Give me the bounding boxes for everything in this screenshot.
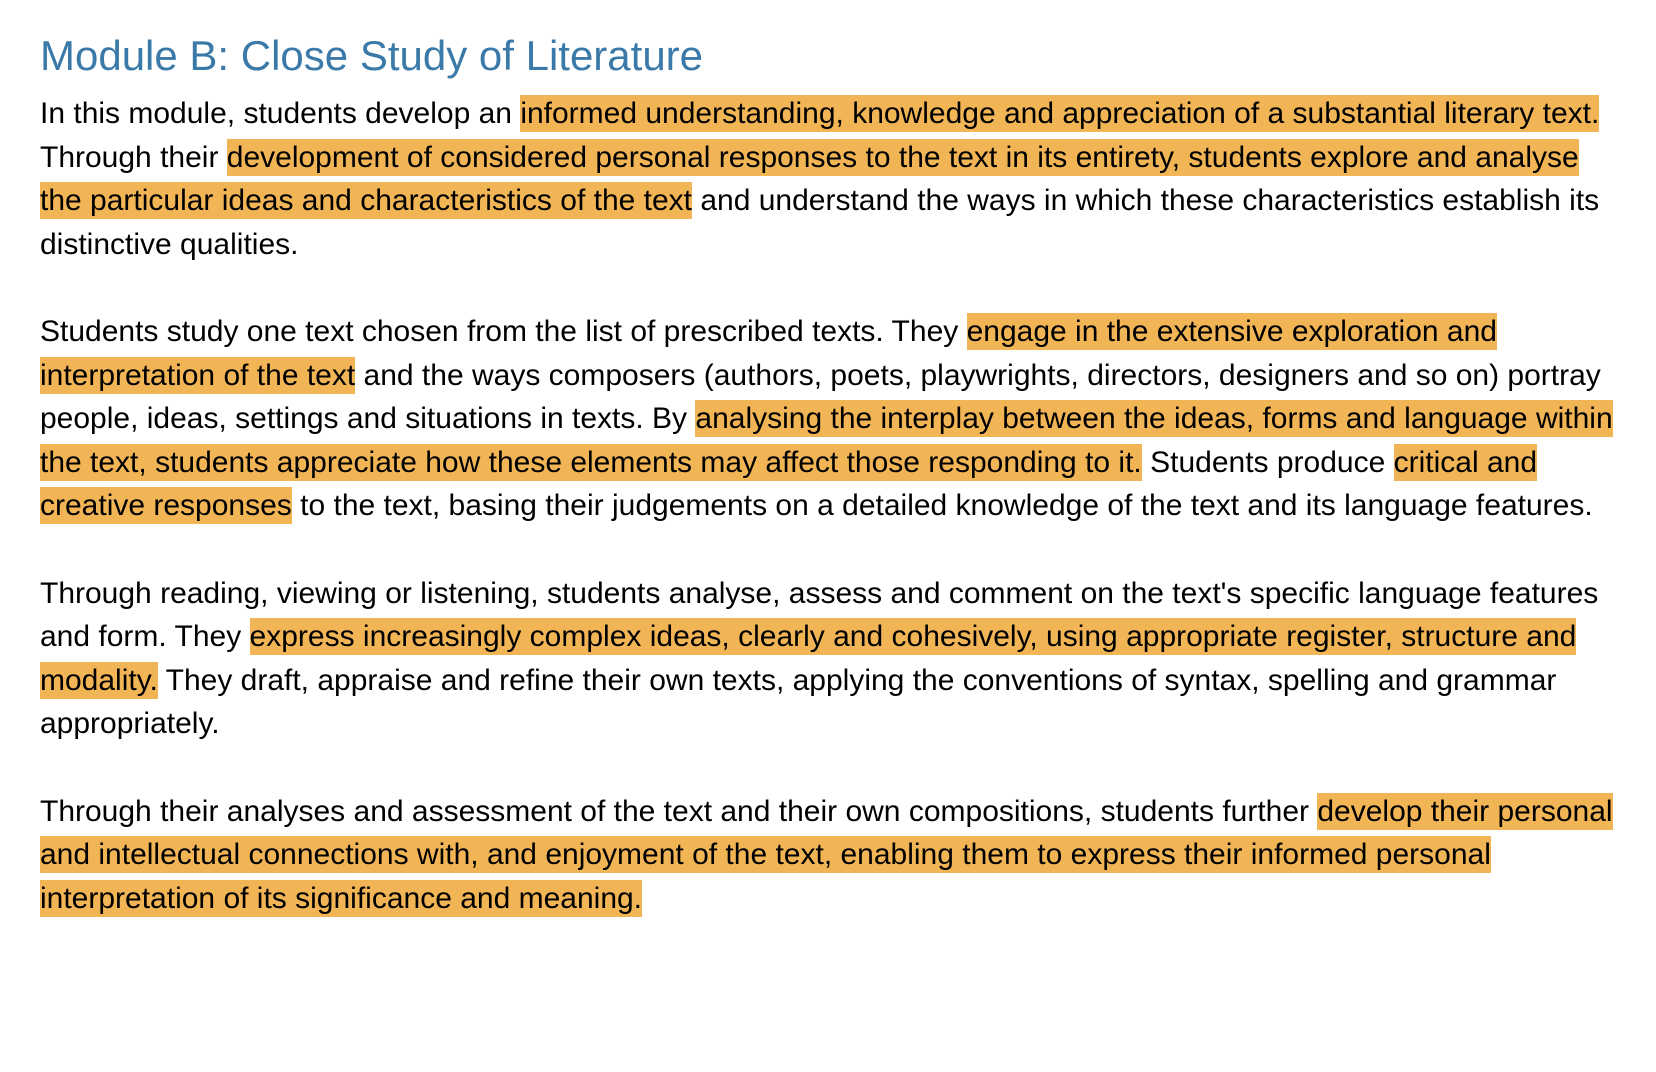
body-text: They draft, appraise and refine their ow…: [40, 664, 1556, 741]
paragraph: In this module, students develop an info…: [40, 92, 1616, 266]
body-text: Students produce: [1142, 446, 1394, 479]
paragraph: Students study one text chosen from the …: [40, 310, 1616, 528]
body-text: Through their analyses and assessment of…: [40, 795, 1317, 828]
body-text: Students study one text chosen from the …: [40, 315, 967, 348]
paragraph: Through their analyses and assessment of…: [40, 790, 1616, 921]
body-text: In this module, students develop an: [40, 97, 520, 130]
highlighted-text: informed understanding, knowledge and ap…: [520, 95, 1599, 132]
body-text: to the text, basing their judgements on …: [292, 489, 1593, 522]
document-body: In this module, students develop an info…: [40, 92, 1616, 920]
body-text: Through their: [40, 141, 227, 174]
paragraph: Through reading, viewing or listening, s…: [40, 572, 1616, 746]
page-title: Module B: Close Study of Literature: [40, 32, 1616, 80]
